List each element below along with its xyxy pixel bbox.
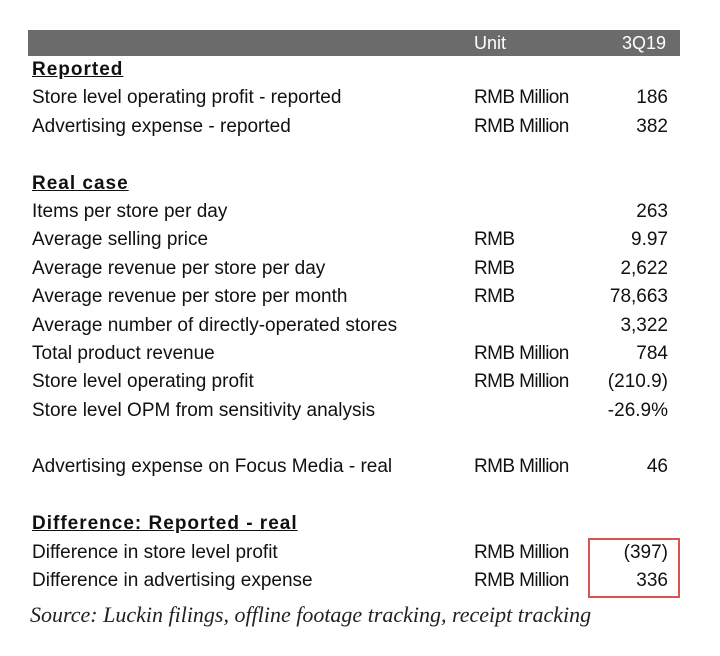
table-row: Average revenue per store per month RMB … [32, 286, 668, 308]
table-row: Average number of directly-operated stor… [32, 314, 668, 336]
section-title-difference: Difference: Reported - real [32, 513, 298, 535]
table-row: Advertising expense - reported RMB Milli… [32, 115, 668, 137]
table-row: Advertising expense on Focus Media - rea… [32, 456, 668, 478]
difference-highlight-box [588, 538, 680, 598]
table-row: Difference in store level profit RMB Mil… [32, 541, 668, 563]
table-row: Difference in advertising expense RMB Mi… [32, 570, 668, 592]
spacer [28, 141, 680, 169]
section-title-reported: Reported [32, 59, 124, 80]
table-row: Items per store per day 263 [32, 200, 668, 222]
table-row: Store level operating profit - reported … [32, 87, 668, 109]
section-title-real: Real case [32, 172, 129, 194]
table-row: Total product revenue RMB Million 784 [32, 342, 668, 364]
source-note: Source: Luckin filings, offline footage … [30, 602, 592, 627]
header-unit: Unit [474, 33, 507, 53]
spacer [28, 482, 680, 510]
table-row: Store level OPM from sensitivity analysi… [32, 399, 668, 421]
table-row: Average selling price RMB 9.97 [32, 229, 668, 251]
comparison-table: Unit 3Q19 Reported Store level operating… [28, 30, 680, 595]
table-row: Average revenue per store per day RMB 2,… [32, 257, 668, 279]
header-period: 3Q19 [621, 33, 666, 53]
spacer [28, 425, 680, 453]
table-header: Unit 3Q19 [28, 30, 680, 56]
table-row: Store level operating profit RMB Million… [32, 371, 668, 393]
